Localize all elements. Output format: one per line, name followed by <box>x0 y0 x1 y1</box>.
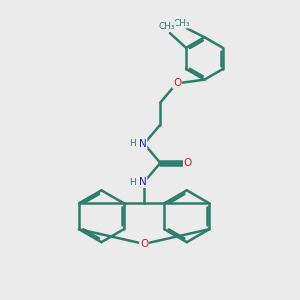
Text: O: O <box>173 78 181 88</box>
Text: CH₃: CH₃ <box>159 22 175 31</box>
Text: N: N <box>139 177 146 187</box>
Text: N: N <box>139 139 146 149</box>
Text: H: H <box>130 178 136 187</box>
Text: O: O <box>184 158 192 168</box>
Text: CH₃: CH₃ <box>173 19 190 28</box>
Text: O: O <box>140 239 148 249</box>
Text: H: H <box>130 139 136 148</box>
